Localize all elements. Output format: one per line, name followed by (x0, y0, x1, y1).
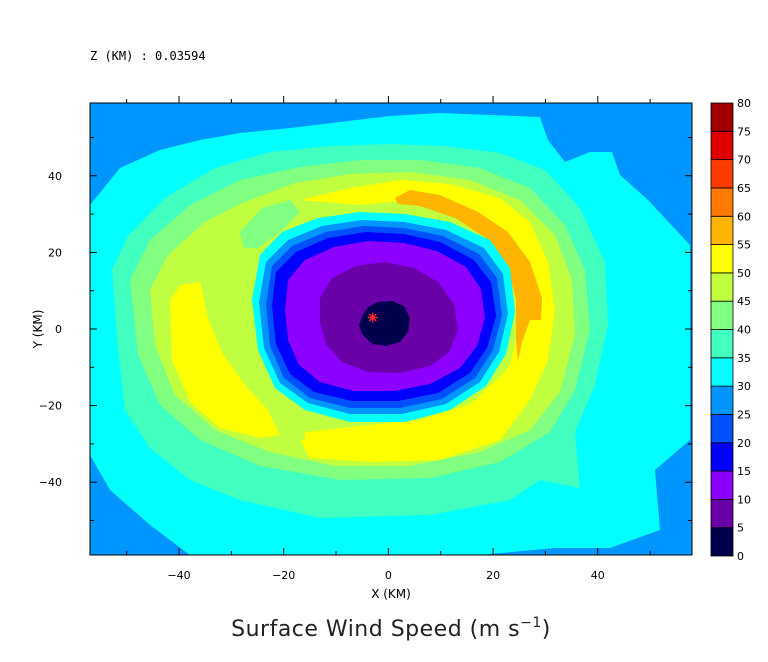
colorbar-tick-label: 10 (737, 493, 751, 506)
colorbar-segment (710, 470, 734, 500)
colorbar-segment (710, 130, 734, 161)
y-axis-ticks: −40 −20 0 20 40 (39, 136, 692, 522)
x-axis-ticks: −40 −20 0 20 40 (126, 96, 651, 582)
colorbar-tick-label: 45 (737, 295, 751, 308)
colorbar-tick-label: 50 (737, 267, 751, 280)
x-tick-label: 40 (591, 569, 605, 582)
contour-plot-area (90, 103, 692, 555)
y-tick-label: −20 (39, 400, 62, 413)
colorbar-segment (710, 498, 734, 529)
colorbar-tick-label: 15 (737, 465, 751, 478)
colorbar-segment (710, 414, 734, 444)
colorbar-segment (710, 187, 734, 217)
title-prefix: Surface Wind Speed (m s (231, 617, 520, 642)
title-exponent: −1 (520, 615, 542, 631)
colorbar-tick-label: 5 (737, 522, 744, 535)
colorbar-tick-label: 80 (737, 97, 751, 110)
storm-center-marker (367, 312, 378, 323)
chart-title: Surface Wind Speed (m s−1) (231, 615, 551, 642)
band-55-60 (395, 190, 542, 362)
colorbar-segment (710, 385, 734, 415)
x-tick-label: −20 (272, 569, 295, 582)
x-axis-label: X (KM) (371, 587, 411, 601)
x-tick-label: −40 (167, 569, 190, 582)
y-tick-label: 0 (55, 323, 62, 336)
colorbar-tick-label: 0 (737, 550, 744, 563)
colorbar-segment (710, 159, 734, 189)
y-tick-label: 40 (48, 170, 62, 183)
x-tick-label: 20 (486, 569, 500, 582)
x-tick-label: 0 (385, 569, 392, 582)
y-tick-label: −40 (39, 476, 62, 489)
colorbar: 0 5 10 15 20 25 30 35 40 45 50 55 60 65 70 75 80 (710, 97, 751, 563)
colorbar-tick-label: 75 (737, 125, 751, 138)
band-40-45-spot (240, 200, 300, 248)
colorbar-segment (710, 102, 734, 132)
band-50-55-south-arc (305, 372, 515, 460)
band-0-5 (359, 301, 410, 346)
title-suffix: ) (542, 617, 551, 642)
colorbar-segment (710, 215, 734, 245)
level-label: Z (KM) : 0.03594 (90, 49, 206, 63)
colorbar-tick-label: 25 (737, 408, 751, 421)
colorbar-segment (710, 357, 734, 387)
colorbar-segment (710, 442, 734, 472)
colorbar-tick-label: 20 (737, 437, 751, 450)
colorbar-tick-label: 60 (737, 210, 751, 223)
colorbar-segment (710, 272, 734, 302)
colorbar-tick-label: 55 (737, 239, 751, 252)
colorbar-segment (710, 244, 734, 274)
colorbar-segment (710, 329, 734, 359)
colorbar-tick-label: 40 (737, 324, 751, 337)
colorbar-tick-label: 35 (737, 352, 751, 365)
center-marker-stroke (368, 313, 377, 322)
band-50-55-west-arc (170, 282, 280, 438)
colorbar-tick-label: 65 (737, 182, 751, 195)
colorbar-segment (710, 527, 734, 557)
colorbar-tick-label: 30 (737, 380, 751, 393)
y-tick-label: 20 (48, 246, 62, 259)
colorbar-segment (710, 300, 734, 330)
colorbar-tick-label: 70 (737, 154, 751, 167)
y-axis-label: Y (KM) (31, 310, 45, 350)
